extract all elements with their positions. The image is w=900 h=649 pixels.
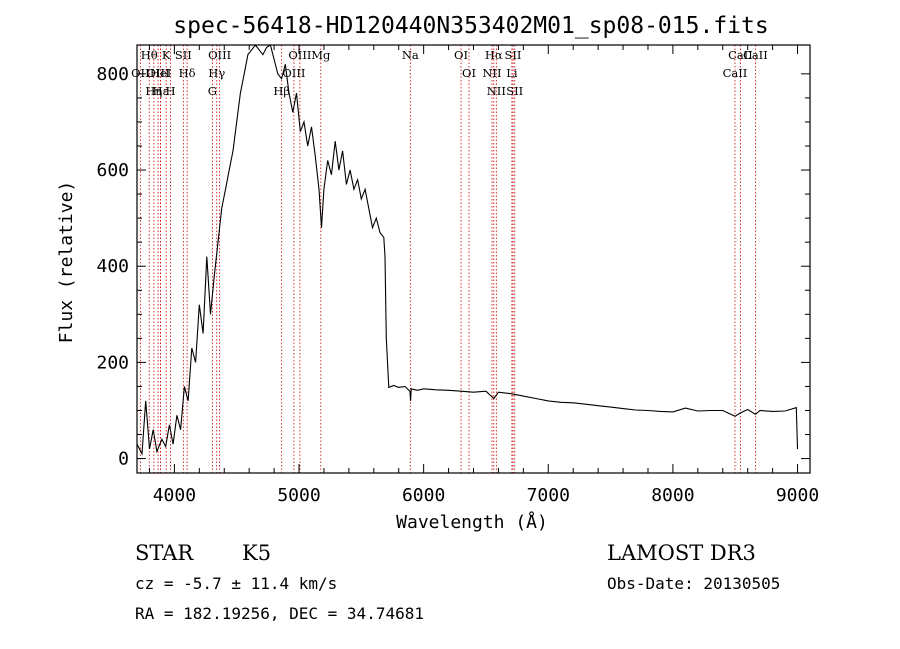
line-label: OIII [147, 66, 170, 80]
line-label: HeI [150, 66, 171, 80]
spectral-line-markers [139, 45, 756, 473]
line-label: H [166, 84, 176, 98]
line-label: Li [506, 66, 518, 80]
x-tick-label: 5000 [277, 485, 320, 506]
y-tick-label: 200 [96, 352, 129, 373]
line-label: SII [506, 84, 523, 98]
x-tick-label: 7000 [527, 485, 570, 506]
y-axis-label: Flux (relative) [56, 181, 77, 344]
line-label: OIII [288, 48, 311, 62]
line-label: G [208, 84, 217, 98]
line-label: CaII [743, 48, 768, 62]
x-axis-label: Wavelength (Å) [396, 511, 548, 533]
line-label: CaII [728, 48, 753, 62]
line-label: Mg [311, 48, 331, 62]
x-tick-label: 4000 [153, 485, 196, 506]
object-subclass: K5 [242, 541, 271, 565]
x-axis-ticks: 4000 5000 6000 7000 8000 9000 [148, 45, 819, 506]
x-tick-label: 9000 [776, 485, 819, 506]
line-label: Na [402, 48, 419, 62]
line-label: Hβ [273, 84, 290, 98]
y-tick-label: 600 [96, 160, 129, 181]
redshift-text: cz = -5.7 ± 11.4 km/s [135, 574, 337, 593]
line-label: SII [505, 48, 522, 62]
line-label: OIII [208, 48, 231, 62]
y-tick-label: 0 [118, 449, 129, 470]
line-label: CaII [723, 66, 748, 80]
x-tick-label: 8000 [651, 485, 694, 506]
obs-date: Obs-Date: 20130505 [607, 574, 780, 593]
chart-title: spec-56418-HD120440N353402M01_sp08-015.f… [173, 13, 768, 39]
survey-name: LAMOST DR3 [607, 541, 756, 565]
line-label: NII [487, 84, 506, 98]
line-label: Hγ [208, 66, 225, 80]
line-label: OI [454, 48, 468, 62]
y-axis-ticks: 0 200 400 600 800 [96, 64, 810, 470]
y-tick-label: 800 [96, 64, 129, 85]
coordinates-text: RA = 182.19256, DEC = 34.74681 [135, 604, 424, 623]
line-label: Hθ [141, 48, 158, 62]
object-class: STAR [135, 541, 194, 565]
line-label: OIII [282, 66, 305, 80]
line-label: Hδ [179, 66, 196, 80]
line-label: Hε [153, 84, 169, 98]
line-label: OI [462, 66, 476, 80]
x-tick-label: 6000 [402, 485, 445, 506]
line-label: NII [482, 66, 501, 80]
line-label: Hα [485, 48, 503, 62]
line-label: K [162, 48, 171, 62]
line-label: OII [131, 66, 150, 80]
line-label: Hη [145, 84, 162, 98]
spectrum-line [136, 44, 799, 456]
line-label: SII [175, 48, 192, 62]
y-tick-label: 400 [96, 256, 129, 277]
